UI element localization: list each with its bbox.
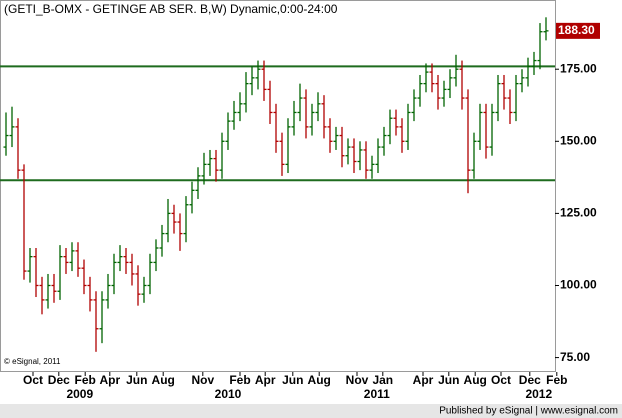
chart-title: (GETI_B-OMX - GETINGE AB SER. B,W) Dynam… bbox=[4, 2, 338, 16]
y-tick-label: 100.00 bbox=[560, 278, 597, 292]
y-tick-label: 175.00 bbox=[560, 61, 597, 75]
footer-bar bbox=[0, 404, 622, 418]
credit: © eSignal, 2011 bbox=[4, 357, 61, 366]
x-tick-label: Apr bbox=[413, 373, 434, 387]
last-price-box bbox=[556, 22, 600, 39]
x-tick-label: Jan bbox=[372, 373, 393, 387]
x-tick-label: Apr bbox=[99, 373, 120, 387]
x-tick-label: Aug bbox=[464, 373, 487, 387]
x-tick-label: Jun bbox=[126, 373, 147, 387]
plot-frame bbox=[0, 0, 556, 372]
x-tick-label: Feb bbox=[75, 373, 96, 387]
last-price-label: 188.30 bbox=[558, 23, 595, 37]
x-tick-label: Aug bbox=[152, 373, 175, 387]
x-tick-label: Oct bbox=[23, 373, 43, 387]
x-tick-label: Feb bbox=[546, 373, 567, 387]
x-tick-label: Dec bbox=[48, 373, 70, 387]
year-label: 2010 bbox=[215, 387, 242, 401]
y-tick-label: 150.00 bbox=[560, 133, 597, 147]
year-label: 2012 bbox=[525, 387, 552, 401]
x-tick-label: Apr bbox=[255, 373, 276, 387]
x-tick-label: Aug bbox=[308, 373, 331, 387]
x-tick-label: Nov bbox=[346, 373, 369, 387]
x-tick-label: Jun bbox=[438, 373, 459, 387]
x-tick-label: Dec bbox=[519, 373, 541, 387]
x-tick-label: Feb bbox=[229, 373, 250, 387]
x-tick-label: Jun bbox=[282, 373, 303, 387]
x-tick-label: Oct bbox=[491, 373, 511, 387]
y-tick-label: 75.00 bbox=[560, 350, 590, 364]
year-label: 2011 bbox=[364, 387, 390, 401]
y-tick-label: 125.00 bbox=[560, 206, 597, 220]
year-label: 2009 bbox=[66, 387, 93, 401]
footer: Published by eSignal | www.esignal.com bbox=[439, 406, 618, 417]
x-tick-label: Nov bbox=[191, 373, 214, 387]
